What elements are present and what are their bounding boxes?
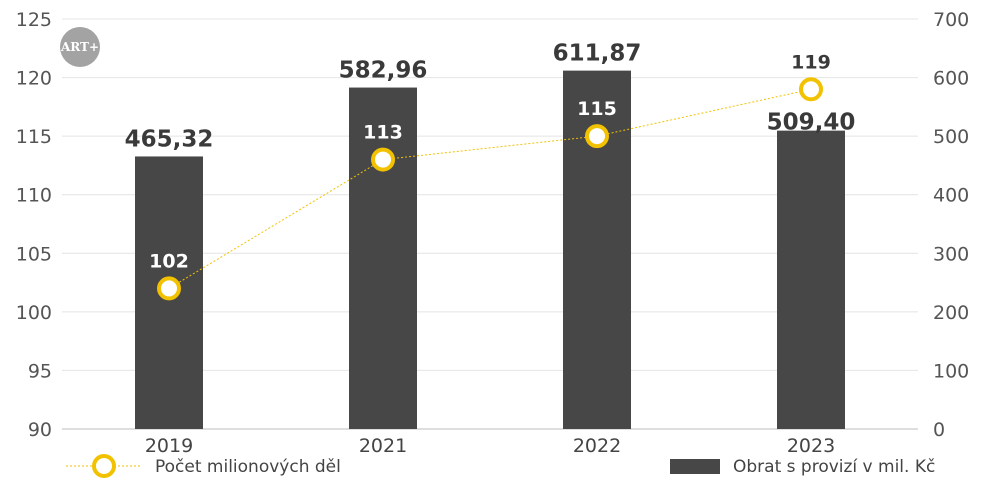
- y-right-tick-label: 0: [933, 419, 945, 441]
- y-right-tick-label: 300: [933, 243, 969, 265]
- legend-label-turnover: Obrat s provizí v mil. Kč: [733, 457, 935, 477]
- y-left-tick-label: 100: [16, 302, 52, 324]
- count-point: [585, 124, 609, 149]
- count-point: [157, 276, 181, 301]
- y-left-tick-label: 105: [16, 243, 52, 265]
- count-point: [799, 77, 823, 102]
- legend-bar-swatch: [670, 459, 720, 474]
- x-tick-label: 2023: [787, 435, 835, 457]
- logo: ART+: [60, 27, 100, 67]
- bar-value-label: 465,32: [125, 126, 214, 152]
- y-left-tick-label: 115: [16, 126, 52, 148]
- count-value-label: 119: [791, 51, 831, 73]
- count-line: [168, 88, 812, 289]
- logo-text: ART+: [60, 40, 99, 54]
- y-axis-right: 0 100 200 300 400 500 600 700: [933, 9, 969, 441]
- y-left-tick-label: 125: [16, 9, 52, 31]
- y-right-tick-label: 600: [933, 68, 969, 90]
- y-left-tick-label: 95: [28, 360, 52, 382]
- line-series: 102 113 115 119: [149, 51, 831, 301]
- y-right-tick-label: 500: [933, 126, 969, 148]
- count-point: [371, 147, 395, 172]
- bar: [349, 87, 417, 429]
- y-right-tick-label: 400: [933, 185, 969, 207]
- bar-value-label: 611,87: [553, 41, 642, 67]
- y-axis-left: 90 95 100 105 110 115 120 125: [16, 9, 52, 441]
- x-tick-label: 2021: [359, 435, 407, 457]
- count-value-label: 102: [149, 250, 189, 272]
- bar-value-label: 509,40: [767, 109, 856, 135]
- bar-value-label: 582,96: [339, 58, 428, 84]
- bar-series: 465,32 582,96 611,87 509,40: [125, 41, 856, 429]
- count-value-label: 115: [577, 98, 617, 120]
- legend-label-count: Počet milionových děl: [155, 457, 341, 477]
- count-value-label: 113: [363, 122, 403, 144]
- bar: [777, 130, 845, 429]
- x-tick-label: 2022: [573, 435, 621, 457]
- x-tick-label: 2019: [145, 435, 193, 457]
- y-left-tick-label: 110: [16, 185, 52, 207]
- x-axis: 2019 2021 2022 2023: [145, 435, 835, 457]
- y-left-tick-label: 90: [28, 419, 52, 441]
- legend: Počet milionových děl Obrat s provizí v …: [66, 454, 935, 478]
- logo-badge: [60, 27, 100, 67]
- y-left-tick-label: 120: [16, 68, 52, 90]
- grid-lines: [62, 18, 918, 430]
- y-right-tick-label: 200: [933, 302, 969, 324]
- y-right-tick-label: 100: [933, 360, 969, 382]
- y-right-tick-label: 700: [933, 9, 969, 31]
- legend-marker-swatch: [92, 454, 116, 478]
